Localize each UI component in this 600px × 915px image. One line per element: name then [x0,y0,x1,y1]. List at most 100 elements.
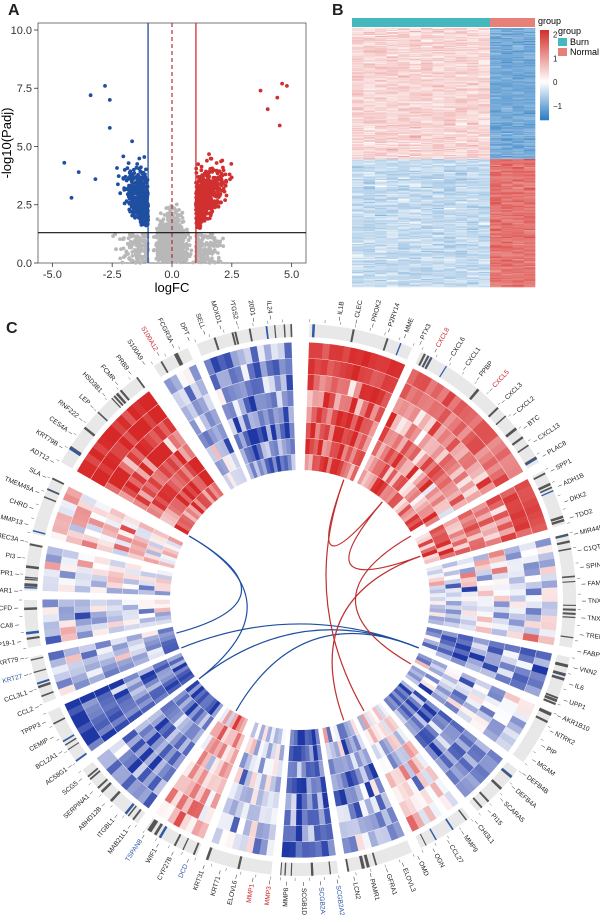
heatmap-cell [375,112,387,114]
heatmap-cell [398,139,410,142]
heatmap-cell [490,92,502,94]
heatmap-cell [455,164,468,167]
heatmap-cell [467,75,479,77]
heatmap-cell [421,114,433,117]
heatmap-cell [421,60,433,62]
heatmap-cell [386,125,399,128]
heatmap-cell [478,109,491,111]
point-down [137,192,141,197]
heatmap-cell [409,112,422,114]
heatmap-cell [512,125,525,128]
heatmap-cell [421,160,433,162]
point-up [207,216,212,221]
point-not-significant [142,235,147,239]
heatmap-cell [467,145,479,148]
heatmap-cell [478,121,491,124]
heatmap-cell [352,148,364,151]
point-not-significant [122,236,126,241]
heatmap-cell [375,122,387,125]
heatmap-cell [467,158,479,160]
heatmap-cell [490,158,502,160]
point-up [229,162,234,166]
heatmap-cell [421,64,433,66]
heatmap-cell [467,48,479,50]
heatmap-cell [455,178,468,181]
heatmap-cell [375,82,387,84]
heatmap-cell [352,162,364,164]
point-not-significant [165,211,170,216]
heatmap-cell [409,158,422,160]
heatmap-cell [398,145,410,148]
heatmap-cell [490,29,502,31]
heatmap-cell [398,48,410,50]
point-not-significant [151,248,156,253]
heatmap-cell [409,37,422,39]
point-up [196,175,201,179]
point-not-significant [131,240,136,245]
heatmap-cell [432,38,445,40]
heatmap-cell [455,160,468,162]
heatmap-cell [467,143,479,146]
heatmap-cell [386,84,399,86]
heatmap-cell [421,50,433,52]
point-not-significant [163,242,168,247]
heatmap-cell [409,117,422,120]
heatmap-cell [501,87,513,89]
heatmap-cell [352,126,364,129]
heatmap-cell [512,150,525,153]
heatmap-cell [455,75,468,77]
heatmap-cell [501,47,513,49]
heatmap-cell [444,161,456,163]
heatmap-cell [386,61,399,63]
heatmap-cell [375,62,387,64]
heatmap-cell [409,155,422,157]
heatmap-cell [490,183,502,185]
heatmap-cell [490,44,502,46]
heatmap-cell [455,120,468,123]
heatmap-cell [386,123,399,126]
heatmap-cell [363,83,376,85]
heatmap-cell [501,32,513,34]
heatmap-cell [490,86,502,88]
heatmap-cell [490,139,502,142]
heatmap-cell [432,58,445,60]
heatmap-cell [375,37,387,39]
heatmap-cell [501,169,513,171]
heatmap-cell [478,29,491,31]
heatmap-cell [501,131,513,134]
heatmap-cell [490,38,502,40]
heatmap-cell [409,152,422,154]
point-up [219,200,224,205]
heatmap-cell [455,177,468,180]
heatmap-cell [398,162,410,164]
heatmap-cell [523,128,536,131]
heatmap-cell [363,62,376,64]
heatmap-cell [409,147,422,150]
panel-letter-c: C [6,320,18,337]
heatmap-cell [363,58,376,60]
heatmap-cell [363,142,376,145]
point-not-significant [180,216,185,220]
heatmap-cell [432,116,445,119]
heatmap-cell [444,99,456,101]
heatmap-cell [455,100,468,102]
heatmap-cell [386,176,399,178]
heatmap-cell [363,99,376,101]
heatmap-cell [386,128,399,131]
heatmap-cell [444,154,456,156]
heatmap-cell [478,117,491,120]
heatmap-cell [455,90,468,92]
heatmap-cell [512,127,525,130]
point-up [218,192,223,197]
heatmap-cell [467,68,479,70]
heatmap-cell [455,127,468,130]
heatmap-cell [478,43,491,45]
heatmap-cell [467,122,479,125]
heatmap-cell [512,71,525,73]
heatmap-cell [375,83,387,85]
heatmap-cell [375,33,387,35]
point-down [125,192,130,197]
heatmap-cell [444,40,456,42]
heatmap-cell [512,56,525,58]
heatmap-cell [409,87,422,89]
